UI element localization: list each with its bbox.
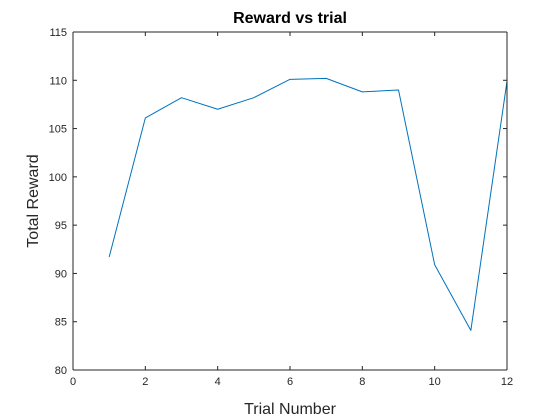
x-tick-label: 12 (501, 376, 513, 388)
y-tick-label: 100 (49, 172, 67, 184)
y-tick-label: 115 (49, 27, 67, 39)
series-layer (108, 77, 508, 331)
x-tick-label: 4 (215, 376, 221, 388)
y-tick-label: 80 (55, 365, 67, 377)
x-tick-label: 10 (429, 376, 441, 388)
x-tick-label: 8 (359, 376, 365, 388)
chart-title: Reward vs trial (233, 10, 347, 27)
x-tick-label: 6 (287, 376, 293, 388)
y-axis-label: Total Reward (25, 154, 42, 247)
series-line-0 (108, 77, 508, 331)
plot-area (73, 32, 507, 370)
plot-background (73, 32, 507, 370)
x-tick-label: 0 (70, 376, 76, 388)
y-tick-label: 90 (55, 268, 67, 280)
y-tick-label: 85 (55, 317, 67, 329)
y-tick-label: 105 (49, 124, 67, 136)
x-axis-label: Trial Number (244, 401, 337, 418)
y-tick-label: 110 (49, 75, 67, 87)
ticks-layer: 0 2 4 6 8 10 12 80 85 90 95 100 105 110 115 (49, 27, 513, 388)
y-tick-label: 95 (55, 220, 67, 232)
x-tick-label: 2 (142, 376, 148, 388)
